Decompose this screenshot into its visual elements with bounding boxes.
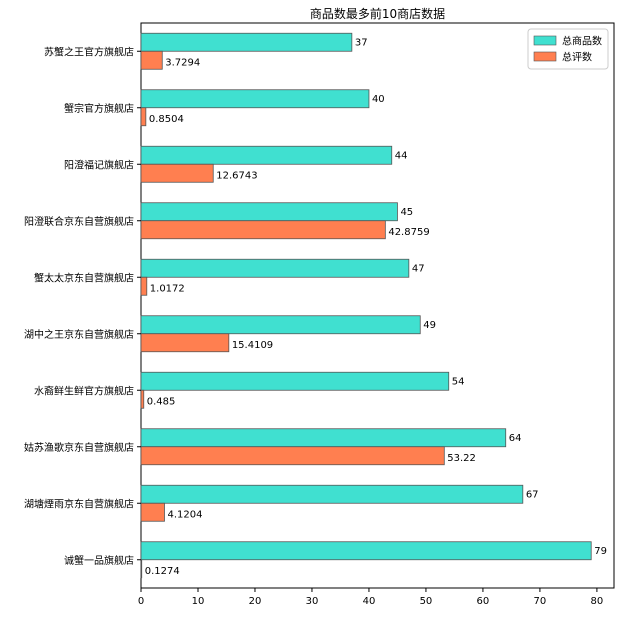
y-tick-label: 湖中之王京东自营旗舰店: [24, 328, 134, 341]
legend-swatch: [533, 51, 557, 62]
data-label-total-products: 49: [423, 320, 436, 331]
bar-total-products: [140, 258, 410, 278]
bar-total-reviews: [140, 502, 165, 522]
data-label-total-reviews: 0.1274: [145, 566, 180, 577]
bar-total-products: [140, 428, 507, 448]
bar-total-products: [140, 145, 393, 165]
data-label-total-products: 67: [526, 489, 539, 500]
bar-total-reviews: [140, 276, 148, 296]
bar-total-reviews: [140, 446, 445, 466]
bars-layer: [140, 32, 592, 579]
bar-total-reviews: [140, 50, 163, 70]
data-label-total-reviews: 0.485: [147, 396, 176, 407]
x-tick-label: 60: [477, 596, 490, 607]
y-tick-label: 蟹太太京东自营旗舰店: [34, 271, 134, 284]
legend-label: 总商品数: [562, 35, 602, 48]
y-tick-label: 姑苏渔歌京东自营旗舰店: [24, 441, 134, 454]
data-label-total-reviews: 4.1204: [167, 509, 202, 520]
plot-area-frame: [140, 22, 615, 589]
data-label-total-products: 40: [372, 94, 385, 105]
data-label-total-products: 37: [355, 37, 368, 48]
y-tick-label: 阳澄福记旗舰店: [64, 158, 134, 171]
bar-total-reviews: [140, 163, 214, 183]
x-tick-label: 10: [192, 596, 205, 607]
bar-total-reviews: [140, 220, 386, 240]
x-tick-label: 0: [138, 596, 144, 607]
bar-total-products: [140, 32, 353, 52]
y-tick-label: 水裔鲜生鲜官方旗舰店: [34, 384, 134, 397]
bar-total-reviews: [140, 107, 147, 127]
x-tick-label: 40: [363, 596, 376, 607]
x-tick-label: 50: [420, 596, 433, 607]
x-tick-label: 70: [534, 596, 547, 607]
bar-total-reviews: [140, 333, 230, 353]
data-label-total-reviews: 42.8759: [388, 227, 429, 238]
data-label-total-products: 45: [400, 207, 413, 218]
data-label-total-products: 54: [452, 376, 465, 387]
y-tick-label: 阳澄联合京东自营旗舰店: [24, 215, 134, 228]
data-label-total-reviews: 53.22: [447, 453, 476, 464]
legend-swatch: [533, 35, 557, 46]
bar-total-products: [140, 315, 421, 335]
data-label-total-products: 79: [594, 546, 607, 557]
x-axis: 0 10 20 30 40 50 60 70 80: [138, 588, 603, 607]
bar-total-products: [140, 484, 524, 504]
bar-total-products: [140, 371, 450, 391]
x-tick-label: 80: [591, 596, 604, 607]
bar-total-products: [140, 89, 370, 109]
bar-total-reviews: [140, 389, 145, 409]
data-labels-layer: 37 3.7294 40 0.8504 44 12.6743 45 42.8759 47 1.01…: [145, 37, 607, 577]
data-label-total-products: 47: [412, 263, 425, 274]
bar-total-reviews: [140, 559, 143, 579]
data-label-total-reviews: 12.6743: [216, 170, 257, 181]
x-tick-label: 30: [306, 596, 319, 607]
data-label-total-reviews: 3.7294: [165, 57, 200, 68]
y-tick-label: 湖塘煙雨京东自营旗舰店: [24, 497, 134, 510]
data-label-total-products: 64: [509, 433, 522, 444]
data-label-total-products: 44: [395, 150, 408, 161]
y-tick-label: 苏蟹之王官方旗舰店: [44, 45, 134, 58]
bar-total-products: [140, 202, 398, 222]
data-label-total-reviews: 0.8504: [149, 114, 184, 125]
data-label-total-reviews: 1.0172: [150, 283, 185, 294]
y-tick-label: 蟹宗官方旗舰店: [64, 102, 134, 115]
bar-total-products: [140, 541, 592, 561]
legend-label: 总评数: [562, 51, 592, 64]
x-tick-label: 20: [249, 596, 262, 607]
chart-title: 商品数最多前10商店数据: [310, 6, 445, 21]
y-tick-label: 诚蟹一品旗舰店: [64, 554, 134, 567]
y-axis: 苏蟹之王官方旗舰店蟹宗官方旗舰店阳澄福记旗舰店阳澄联合京东自营旗舰店蟹太太京东自…: [24, 45, 141, 567]
data-label-total-reviews: 15.4109: [232, 340, 273, 351]
